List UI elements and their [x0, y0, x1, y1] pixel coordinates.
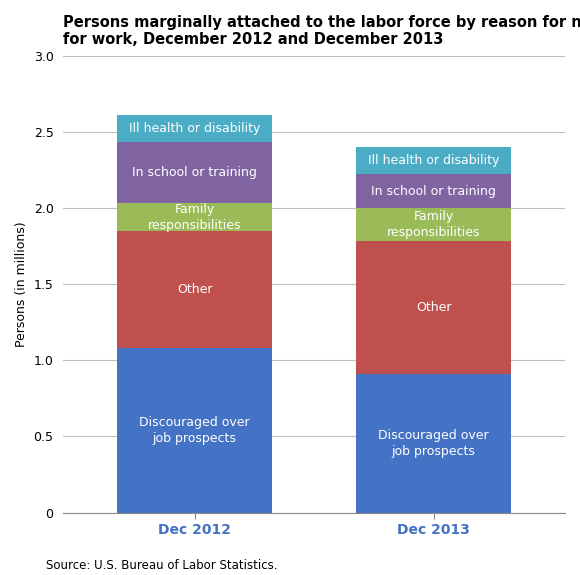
Bar: [117, 231, 273, 348]
Text: Family
responsibilities: Family responsibilities: [148, 202, 241, 232]
Text: In school or training: In school or training: [132, 166, 257, 179]
Bar: [356, 174, 511, 208]
Bar: [117, 143, 273, 204]
Text: Ill health or disability: Ill health or disability: [368, 154, 499, 167]
Text: Ill health or disability: Ill health or disability: [129, 122, 260, 135]
Text: Other: Other: [416, 301, 451, 314]
Text: Persons marginally attached to the labor force by reason for not currently looki: Persons marginally attached to the labor…: [63, 15, 580, 47]
Bar: [117, 204, 273, 231]
Bar: [356, 242, 511, 374]
Text: Source: U.S. Bureau of Labor Statistics.: Source: U.S. Bureau of Labor Statistics.: [46, 559, 278, 572]
Text: Family
responsibilities: Family responsibilities: [387, 210, 480, 239]
Text: Other: Other: [177, 283, 212, 296]
Bar: [356, 374, 511, 512]
Bar: [117, 115, 273, 143]
Text: Discouraged over
job prospects: Discouraged over job prospects: [139, 416, 250, 445]
Bar: [356, 208, 511, 242]
Bar: [117, 348, 273, 512]
Text: In school or training: In school or training: [371, 185, 496, 198]
Text: Discouraged over
job prospects: Discouraged over job prospects: [378, 429, 489, 458]
Y-axis label: Persons (in millions): Persons (in millions): [15, 221, 28, 347]
Bar: [356, 147, 511, 174]
